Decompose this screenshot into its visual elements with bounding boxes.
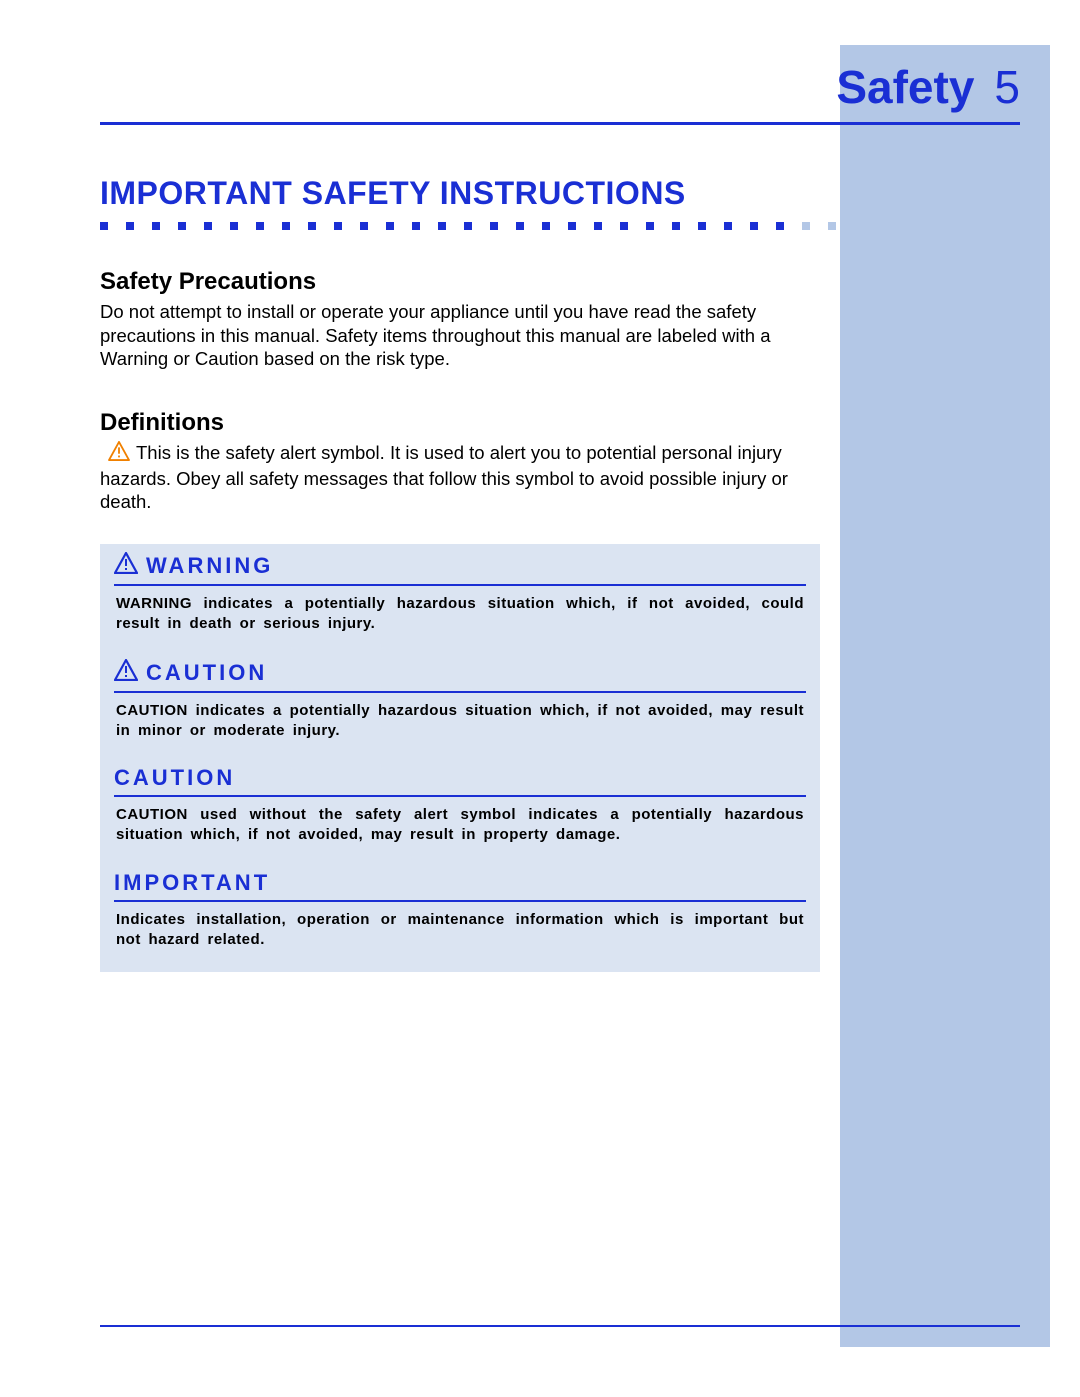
separator-dot — [152, 222, 160, 230]
callout-title-warning: WARNING — [114, 552, 806, 586]
callout-title-text: CAUTION — [146, 660, 267, 686]
separator-dot — [308, 222, 316, 230]
separator-dot — [906, 222, 914, 230]
footer-rule — [100, 1325, 1020, 1327]
separator-dot — [646, 222, 654, 230]
callout-body-important: Indicates installation, operation or mai… — [114, 902, 806, 955]
separator-dot — [828, 222, 836, 230]
separator-dot — [750, 222, 758, 230]
separator-dot — [490, 222, 498, 230]
callout-body-warning: WARNING indicates a potentially hazardou… — [114, 586, 806, 653]
separator-dot — [672, 222, 680, 230]
separator-dot — [568, 222, 576, 230]
callout-body-caution_plain: CAUTION used without the safety alert sy… — [114, 797, 806, 864]
header-section-title: Safety — [836, 60, 974, 114]
separator-dot — [412, 222, 420, 230]
subheading-precautions: Safety Precautions — [100, 268, 1020, 296]
main-heading: IMPORTANT SAFETY INSTRUCTIONS — [100, 175, 1020, 212]
separator-dot — [880, 222, 888, 230]
separator-dot — [386, 222, 394, 230]
separator-dot — [776, 222, 784, 230]
definitions-text: This is the safety alert symbol. It is u… — [100, 442, 788, 512]
definitions-body: This is the safety alert symbol. It is u… — [100, 441, 820, 514]
separator-dot — [178, 222, 186, 230]
separator-dot — [854, 222, 862, 230]
callout-title-text: IMPORTANT — [114, 870, 270, 896]
separator-dot — [438, 222, 446, 230]
separator-dot — [542, 222, 550, 230]
safety-alert-icon — [114, 552, 138, 580]
safety-alert-icon — [114, 659, 138, 687]
separator-dot — [620, 222, 628, 230]
callout-body-caution_icon: CAUTION indicates a potentially hazardou… — [114, 693, 806, 760]
separator-dot — [724, 222, 732, 230]
subheading-definitions: Definitions — [100, 409, 1020, 437]
callout-title-important: IMPORTANT — [114, 864, 806, 902]
separator-dot — [334, 222, 342, 230]
separator-dot — [230, 222, 238, 230]
separator-dot — [126, 222, 134, 230]
separator-dot — [698, 222, 706, 230]
dotted-separator — [100, 222, 1020, 230]
separator-dot — [516, 222, 524, 230]
callout-title-text: WARNING — [146, 553, 273, 579]
separator-dot — [464, 222, 472, 230]
separator-dot — [802, 222, 810, 230]
content: IMPORTANT SAFETY INSTRUCTIONS Safety Pre… — [100, 175, 1020, 972]
safety-alert-icon — [108, 441, 130, 467]
callout-title-caution_icon: CAUTION — [114, 653, 806, 693]
callout-stack: WARNING WARNING indicates a potentially h… — [100, 544, 820, 972]
separator-dot — [100, 222, 108, 230]
separator-dot — [594, 222, 602, 230]
separator-dot — [360, 222, 368, 230]
precautions-body: Do not attempt to install or operate you… — [100, 300, 820, 371]
separator-dot — [256, 222, 264, 230]
separator-dot — [932, 222, 940, 230]
callout-title-caution_plain: CAUTION — [114, 759, 806, 797]
page: Safety 5 IMPORTANT SAFETY INSTRUCTIONS S… — [0, 0, 1080, 1397]
separator-dot — [282, 222, 290, 230]
header-page-number: 5 — [994, 60, 1020, 114]
page-header: Safety 5 — [100, 60, 1020, 125]
separator-dot — [204, 222, 212, 230]
callout-title-text: CAUTION — [114, 765, 235, 791]
